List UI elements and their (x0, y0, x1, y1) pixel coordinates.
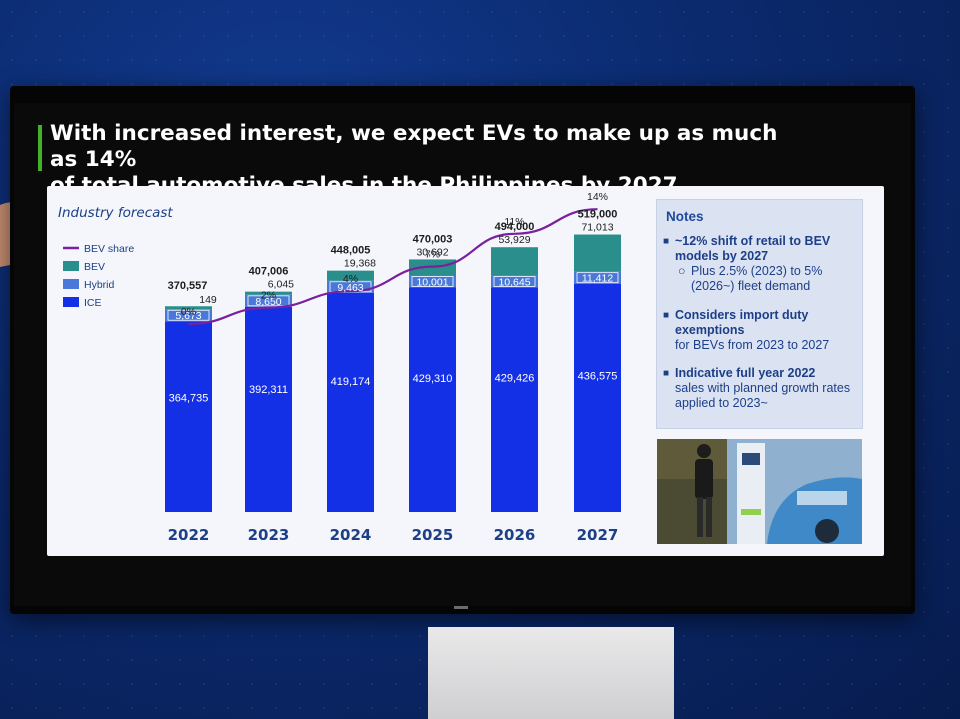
legend-label-ice: ICE (84, 297, 102, 309)
hybrid-label-box-2026 (493, 276, 536, 287)
label-ice-2022: 364,735 (169, 392, 209, 404)
bullet-icon: ■ (663, 236, 670, 247)
notes-heading: Notes (666, 209, 704, 224)
bar-hybrid-2025 (409, 275, 456, 288)
label-hybrid-2022: 5,673 (175, 310, 201, 322)
tv-stand (428, 627, 674, 719)
label-total-2023: 407,006 (249, 266, 289, 278)
hybrid-label-box-2027 (576, 272, 619, 284)
year-label-2026: 2026 (494, 526, 536, 544)
bar-hybrid-2026 (491, 275, 538, 288)
label-total-2025: 470,003 (413, 233, 453, 245)
year-label-2025: 2025 (412, 526, 454, 544)
legend-label-bev-share: BEV share (84, 243, 134, 255)
tv-brand-logo (454, 606, 468, 609)
bullet-icon: ■ (663, 310, 670, 321)
hybrid-label-box-2025 (411, 276, 454, 287)
bar-ice-2023 (245, 306, 292, 512)
label-ice-2023: 392,311 (249, 384, 288, 396)
note-item-3: ■ Indicative full year 2022 sales with p… (663, 366, 858, 411)
note-item-3-rest: sales with planned growth rates applied … (675, 381, 851, 410)
year-label-2023: 2023 (248, 526, 290, 544)
bar-bev-2022 (165, 306, 212, 310)
year-label-2024: 2024 (330, 526, 372, 544)
bar-bev-2024 (327, 270, 374, 281)
circle-bullet-icon: ○ (678, 264, 686, 278)
label-ice-2024: 419,174 (331, 376, 371, 388)
label-total-2026: 494,000 (495, 221, 535, 233)
ev-charging-photo (657, 439, 862, 544)
label-total-2024: 448,005 (331, 245, 371, 257)
bev-share-label-2022: 0% (181, 306, 196, 318)
legend-label-hybrid: Hybrid (84, 279, 115, 291)
label-ice-2026: 429,426 (495, 373, 535, 385)
legend-label-bev: BEV (84, 261, 105, 273)
bar-bev-2026 (491, 247, 538, 276)
note-item-2-bold: Considers import duty exemptions (675, 308, 809, 337)
legend-swatch-bev (63, 261, 79, 271)
label-ice-2025: 429,310 (413, 373, 453, 385)
note-item-1-bold: ~12% shift of retail to BEV models by 20… (675, 234, 831, 263)
note-item-3-bold: Indicative full year 2022 (675, 366, 816, 380)
note-item-1-sub: Plus 2.5% (2023) to 5% (2026~) fleet dem… (691, 264, 823, 293)
label-bev-2025: 30,692 (416, 246, 448, 258)
note-item-2: ■ Considers import duty exemptions for B… (663, 308, 858, 353)
chart-title: Industry forecast (58, 205, 173, 221)
bev-share-label-2023: 2% (261, 290, 276, 302)
bar-ice-2022 (165, 321, 212, 512)
bev-share-label-2027: 14% (587, 191, 608, 203)
legend-swatch-ice (63, 297, 79, 307)
year-label-2027: 2027 (577, 526, 619, 544)
hybrid-label-box-2023 (247, 295, 290, 307)
bev-share-label-2025: 7% (425, 249, 440, 261)
label-hybrid-2027: 11,412 (582, 273, 613, 285)
hybrid-label-box-2022 (167, 309, 210, 321)
label-hybrid-2026: 10,645 (498, 276, 530, 288)
label-hybrid-2024: 9,463 (337, 282, 363, 294)
label-total-2027: 519,000 (578, 209, 618, 221)
slide-title-line1: With increased interest, we expect EVs t… (50, 121, 778, 172)
chart-labels: Industry forecast 364,735 5,673 149 370,557 2… (58, 191, 618, 544)
note-item-1: ■ ~12% shift of retail to BEV models by … (663, 234, 858, 294)
label-hybrid-2025: 10,001 (416, 276, 448, 288)
bar-hybrid-2023 (245, 294, 292, 307)
industry-forecast-chart: BEV share BEV Hybrid ICE Industry forecast 3… (58, 191, 621, 544)
bar-ice-2026 (491, 287, 538, 512)
label-bev-2022: 149 (199, 294, 217, 306)
bar-hybrid-2027 (574, 271, 621, 284)
bar-bev-2027 (574, 234, 621, 272)
label-hybrid-2023: 8,650 (255, 296, 281, 308)
bev-share-line-path (188, 208, 598, 326)
bar-hybrid-2022 (165, 309, 212, 322)
bar-ice-2027 (574, 283, 621, 512)
bev-share-line (188, 208, 598, 326)
chart-bars (165, 234, 621, 512)
bar-bev-2023 (245, 291, 292, 295)
label-bev-2026: 53,929 (498, 234, 530, 246)
bar-ice-2024 (327, 292, 374, 512)
note-item-2-rest: for BEVs from 2023 to 2027 (675, 338, 830, 352)
legend-swatch-hybrid (63, 279, 79, 289)
bev-share-label-2026: 11% (504, 216, 524, 228)
chart-legend: BEV share BEV Hybrid ICE (63, 243, 134, 309)
label-bev-2027: 71,013 (581, 222, 613, 234)
title-accent-bar (38, 125, 42, 171)
bev-share-label-2024: 4% (343, 273, 358, 285)
ev-charging-illustration (657, 439, 862, 544)
label-bev-2024: 19,368 (344, 258, 376, 270)
notes-box: Notes ■ ~12% shift of retail to BEV mode… (656, 199, 863, 429)
label-total-2022: 370,557 (168, 280, 208, 292)
label-ice-2027: 436,575 (578, 371, 618, 383)
year-label-2022: 2022 (168, 526, 210, 544)
label-bev-2023: 6,045 (268, 279, 294, 291)
bullet-icon: ■ (663, 368, 670, 379)
bar-ice-2025 (409, 287, 456, 512)
